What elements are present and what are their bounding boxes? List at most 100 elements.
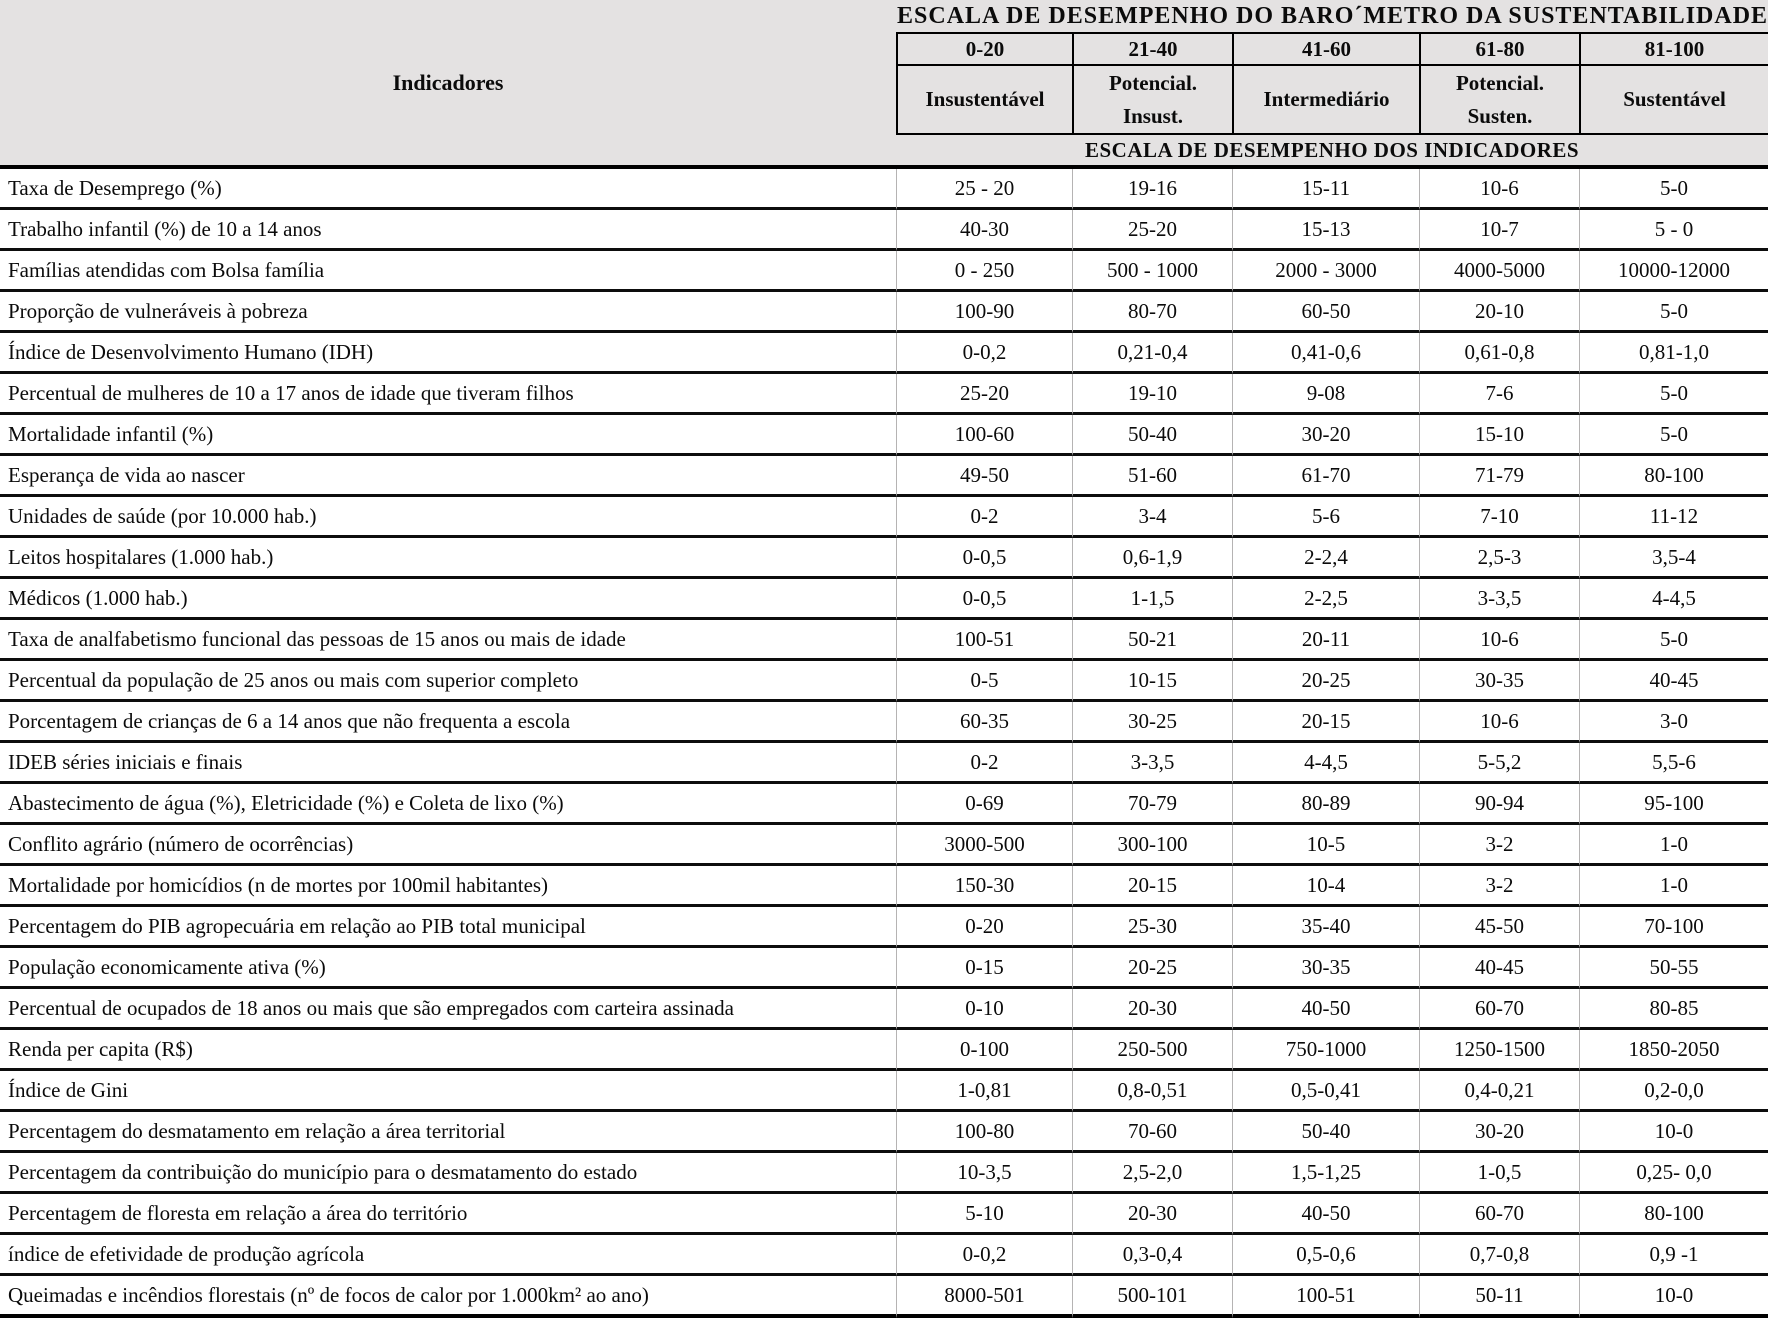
main-title: ESCALA DE DESEMPENHO DO BARO´METRO DA SU…: [896, 0, 1768, 34]
range-value-cell: 50-40: [1232, 1112, 1419, 1154]
range-value-cell: 1250-1500: [1419, 1030, 1579, 1072]
range-value-cell: 50-21: [1072, 620, 1232, 662]
range-value-cell: 500 - 1000: [1072, 251, 1232, 293]
range-value-cell: 0,81-1,0: [1579, 333, 1768, 375]
indicators-column-header: Indicadores: [0, 0, 896, 170]
table-row: Porcentagem de crianças de 6 a 14 anos q…: [0, 702, 1768, 744]
range-value-cell: 15-13: [1232, 210, 1419, 252]
range-value-cell: 49-50: [896, 456, 1072, 498]
indicator-name-cell: Abastecimento de água (%), Eletricidade …: [0, 784, 896, 826]
range-value-cell: 100-51: [896, 620, 1072, 662]
table-row: Abastecimento de água (%), Eletricidade …: [0, 784, 1768, 826]
range-value-cell: 60-35: [896, 702, 1072, 744]
table-row: Índice de Desenvolvimento Humano (IDH) 0-…: [0, 333, 1768, 375]
range-value-cell: 3000-500: [896, 825, 1072, 867]
range-value-cell: 4-4,5: [1232, 743, 1419, 785]
range-value-cell: 250-500: [1072, 1030, 1232, 1072]
range-value-cell: 5-0: [1579, 292, 1768, 334]
class-header-potencial-susten: Potencial. Susten.: [1419, 66, 1579, 136]
range-value-cell: 71-79: [1419, 456, 1579, 498]
range-value-cell: 100-51: [1232, 1276, 1419, 1318]
range-value-cell: 500-101: [1072, 1276, 1232, 1318]
indicator-name-cell: Famílias atendidas com Bolsa família: [0, 251, 896, 293]
table-row: População economicamente ativa (%) 0-15 20…: [0, 948, 1768, 990]
indicator-name-cell: Índice de Desenvolvimento Humano (IDH): [0, 333, 896, 375]
range-value-cell: 19-10: [1072, 374, 1232, 416]
range-value-cell: 1-0,5: [1419, 1153, 1579, 1195]
table-row: índice de efetividade de produção agríco…: [0, 1235, 1768, 1277]
table-row: IDEB séries iniciais e finais 0-2 3-3,5 4-4…: [0, 743, 1768, 785]
title-row: Indicadores ESCALA DE DESEMPENHO DO BARO…: [0, 0, 1768, 170]
table-row: Percentual da população de 25 anos ou ma…: [0, 661, 1768, 703]
range-value-cell: 20-10: [1419, 292, 1579, 334]
table-header: Indicadores ESCALA DE DESEMPENHO DO BARO…: [0, 0, 1768, 170]
indicator-name-cell: Percentagem do desmatamento em relação a…: [0, 1112, 896, 1154]
table-row: Queimadas e incêndios florestais (nº de …: [0, 1276, 1768, 1318]
table-row: Unidades de saúde (por 10.000 hab.) 0-2 3-…: [0, 497, 1768, 539]
class-header-potencial-insust: Potencial. Insust.: [1072, 66, 1232, 136]
indicator-name-cell: Taxa de analfabetismo funcional das pess…: [0, 620, 896, 662]
range-value-cell: 95-100: [1579, 784, 1768, 826]
range-value-cell: 11-12: [1579, 497, 1768, 539]
range-value-cell: 3-4: [1072, 497, 1232, 539]
range-value-cell: 10000-12000: [1579, 251, 1768, 293]
classification-row: Insustentável Potencial. Insust. Interme…: [0, 66, 1768, 136]
range-value-cell: 10-0: [1579, 1276, 1768, 1318]
range-value-cell: 5 - 0: [1579, 210, 1768, 252]
indicator-name-cell: Percentagem de floresta em relação a áre…: [0, 1194, 896, 1236]
range-value-cell: 4-4,5: [1579, 579, 1768, 621]
range-value-cell: 61-70: [1232, 456, 1419, 498]
range-value-cell: 5-0: [1579, 374, 1768, 416]
indicator-name-cell: Taxa de Desemprego (%): [0, 169, 896, 211]
range-value-cell: 0-2: [896, 497, 1072, 539]
range-value-cell: 2,5-3: [1419, 538, 1579, 580]
range-value-cell: 30-35: [1232, 948, 1419, 990]
range-value-cell: 0,6-1,9: [1072, 538, 1232, 580]
range-value-cell: 0-20: [896, 907, 1072, 949]
range-value-cell: 300-100: [1072, 825, 1232, 867]
range-value-cell: 30-20: [1232, 415, 1419, 457]
range-value-cell: 70-79: [1072, 784, 1232, 826]
range-value-cell: 40-45: [1419, 948, 1579, 990]
range-value-cell: 80-89: [1232, 784, 1419, 826]
range-value-cell: 80-100: [1579, 456, 1768, 498]
range-value-cell: 90-94: [1419, 784, 1579, 826]
range-value-cell: 0,5-0,41: [1232, 1071, 1419, 1113]
range-value-cell: 0,41-0,6: [1232, 333, 1419, 375]
range-value-cell: 50-11: [1419, 1276, 1579, 1318]
indicator-name-cell: Percentagem do PIB agropecuária em relaç…: [0, 907, 896, 949]
range-value-cell: 3-0: [1579, 702, 1768, 744]
range-value-cell: 0-0,2: [896, 333, 1072, 375]
range-value-cell: 2-2,4: [1232, 538, 1419, 580]
table-row: Conflito agrário (número de ocorrências)…: [0, 825, 1768, 867]
indicator-name-cell: Conflito agrário (número de ocorrências): [0, 825, 896, 867]
range-value-cell: 20-30: [1072, 1194, 1232, 1236]
range-value-cell: 5-6: [1232, 497, 1419, 539]
range-value-cell: 0 - 250: [896, 251, 1072, 293]
indicator-name-cell: Porcentagem de crianças de 6 a 14 anos q…: [0, 702, 896, 744]
range-value-cell: 51-60: [1072, 456, 1232, 498]
indicator-name-cell: IDEB séries iniciais e finais: [0, 743, 896, 785]
range-value-cell: 0-15: [896, 948, 1072, 990]
table-row: Médicos (1.000 hab.) 0-0,5 1-1,5 2-2,5 3-3,5…: [0, 579, 1768, 621]
range-value-cell: 2000 - 3000: [1232, 251, 1419, 293]
range-value-cell: 60-50: [1232, 292, 1419, 334]
score-range-row: 0-20 21-40 41-60 61-80 81-100: [0, 34, 1768, 66]
range-value-cell: 100-60: [896, 415, 1072, 457]
range-value-cell: 750-1000: [1232, 1030, 1419, 1072]
range-value-cell: 60-70: [1419, 989, 1579, 1031]
range-value-cell: 10-6: [1419, 169, 1579, 211]
range-value-cell: 0,7-0,8: [1419, 1235, 1579, 1277]
indicators-scale-band-title: ESCALA DE DESEMPENHO DOS INDICADORES: [896, 135, 1768, 170]
range-value-cell: 3,5-4: [1579, 538, 1768, 580]
range-value-cell: 0-5: [896, 661, 1072, 703]
range-value-cell: 5,5-6: [1579, 743, 1768, 785]
range-value-cell: 0-0,2: [896, 1235, 1072, 1277]
range-value-cell: 50-40: [1072, 415, 1232, 457]
indicator-name-cell: Proporção de vulneráveis à pobreza: [0, 292, 896, 334]
range-value-cell: 50-55: [1579, 948, 1768, 990]
range-value-cell: 35-40: [1232, 907, 1419, 949]
range-value-cell: 5-0: [1579, 620, 1768, 662]
range-value-cell: 70-60: [1072, 1112, 1232, 1154]
